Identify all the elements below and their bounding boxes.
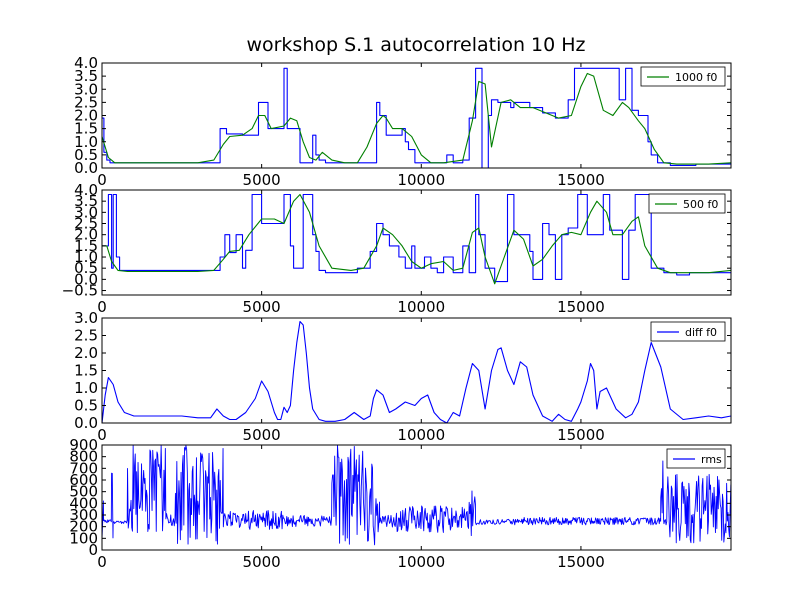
y-tick-label: 4.0 (74, 54, 98, 72)
x-tick-label: 15000 (557, 171, 605, 189)
y-tick-label: 1.5 (74, 362, 98, 380)
series-line-1000-f0 (102, 72, 731, 165)
y-tick-label: 0.0 (74, 414, 98, 432)
x-tick-label: 5000 (243, 426, 281, 444)
y-tick-label: 0.0 (74, 159, 98, 177)
x-tick-label: 0 (97, 298, 107, 316)
y-tick-label: 500 (69, 483, 98, 501)
y-tick-label: 900 (69, 436, 98, 454)
y-tick-label: 3.0 (74, 80, 98, 98)
legend: 500 f0 (648, 193, 726, 214)
y-tick-label: 0.5 (74, 146, 98, 164)
legend-box (640, 66, 726, 87)
plot-area (102, 445, 731, 546)
figure-title: workshop S.1 autocorrelation 10 Hz (246, 34, 585, 56)
legend-box (650, 321, 726, 342)
legend-label: rms (701, 453, 722, 466)
y-tick-label: 0 (88, 541, 98, 559)
y-tick-label: 600 (69, 471, 98, 489)
y-tick-label: 2.0 (74, 226, 98, 244)
y-tick-label: 3.0 (74, 203, 98, 221)
x-tick-label: 10000 (397, 171, 445, 189)
y-tick-label: 0.0 (74, 270, 98, 288)
plot-area (102, 193, 731, 285)
series-line-diff-f0 (102, 320, 731, 423)
legend: rms (666, 448, 726, 469)
y-tick-label: 3.5 (74, 67, 98, 85)
subplots: 0 5000 10000 150000.00.51.01.52.02.53.03.54… (62, 54, 732, 571)
y-tick-label: 2.5 (74, 327, 98, 345)
y-tick-label: 1.0 (74, 133, 98, 151)
subplot-1: 0 5000 10000 15000 0.00.51.01.52.02.53.03.54… (74, 54, 732, 189)
x-tick-label: 5000 (243, 171, 281, 189)
x-tick-label: 10000 (397, 298, 445, 316)
y-tick-label: 2.5 (74, 215, 98, 233)
axes-frame (101, 189, 732, 296)
legend: diff f0 (650, 321, 726, 342)
y-tick-label: 700 (69, 459, 98, 477)
x-tick-label: 5000 (243, 298, 281, 316)
y-tick-label: 1.0 (74, 248, 98, 266)
series-line-step-1 (102, 193, 731, 283)
x-tick-label: 15000 (557, 553, 605, 571)
series-line-500-f0 (102, 193, 731, 285)
y-tick-label: 2.0 (74, 344, 98, 362)
legend-label: diff f0 (685, 326, 717, 339)
axes-frame (101, 444, 732, 551)
y-tick-label: 2.0 (74, 107, 98, 125)
y-tick-label: 0.5 (74, 397, 98, 415)
x-tick-label: 15000 (557, 426, 605, 444)
y-tick-label: 400 (69, 494, 98, 512)
y-tick-label: 0.5 (74, 259, 98, 277)
subplot-4: 0 5000 10000 150000100200300400500600700800… (69, 436, 732, 571)
y-tick-label: 100 (69, 529, 98, 547)
legend-box (648, 193, 726, 214)
x-tick-label: 0 (97, 426, 107, 444)
plot-area (102, 67, 731, 168)
y-tick-label: 1.0 (74, 379, 98, 397)
legend-label: 1000 f0 (675, 71, 717, 84)
subplot-3: 0 5000 10000 15000 0.00.51.01.52.02.53.0 diff… (74, 309, 732, 444)
y-tick-label: 1.5 (74, 120, 98, 138)
plot-area (102, 320, 731, 423)
y-tick-label: 4.0 (74, 181, 98, 199)
x-tick-label: 5000 (243, 553, 281, 571)
y-tick-label: −0.5 (62, 282, 98, 300)
y-tick-label: 200 (69, 518, 98, 536)
y-tick-label: 300 (69, 506, 98, 524)
y-tick-label: 800 (69, 448, 98, 466)
subplot-2: 0 5000 10000 15000 −0.50.00.51.01.52.02.53.0… (62, 181, 732, 316)
x-tick-label: 15000 (557, 298, 605, 316)
y-tick-label: 3.0 (74, 309, 98, 327)
series-line-rms (102, 445, 731, 546)
x-tick-label: 10000 (397, 553, 445, 571)
y-tick-label: 1.5 (74, 237, 98, 255)
y-tick-label: 3.5 (74, 192, 98, 210)
legend-label: 500 f0 (683, 198, 718, 211)
x-tick-label: 0 (97, 171, 107, 189)
y-tick-label: 2.5 (74, 93, 98, 111)
legend-box (666, 448, 726, 469)
x-tick-label: 10000 (397, 426, 445, 444)
series-line-step-1 (102, 67, 731, 168)
x-tick-label: 0 (97, 553, 107, 571)
legend: 1000 f0 (640, 66, 726, 87)
